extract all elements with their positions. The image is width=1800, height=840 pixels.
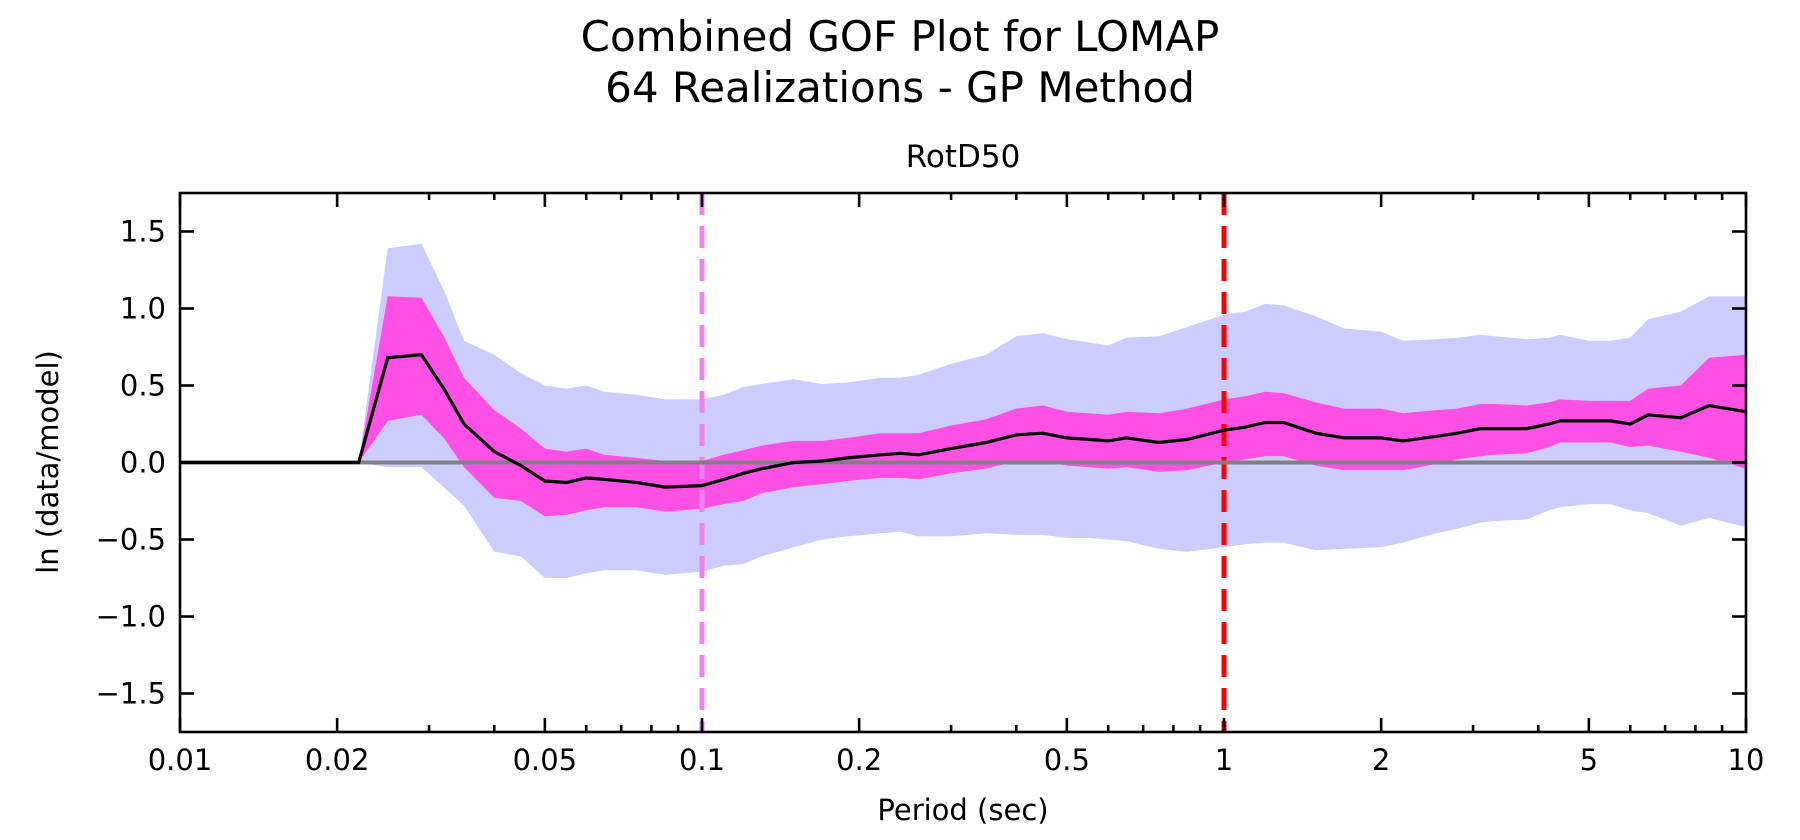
plot-area <box>180 193 1746 732</box>
x-tick-label: 0.05 <box>513 743 578 777</box>
y-tick-label: 1.5 <box>120 215 166 249</box>
x-tick-label: 0.02 <box>305 743 370 777</box>
x-axis-label: Period (sec) <box>877 793 1048 827</box>
y-tick-label: −1.0 <box>96 600 166 634</box>
y-tick-label: 0.0 <box>120 446 166 480</box>
y-tick-labels: −1.5 −1.0 −0.5 0.0 0.5 1.0 1.5 <box>96 215 166 711</box>
axes-frame <box>178 191 1748 734</box>
y-tick-label: −1.5 <box>96 677 166 711</box>
x-tick-label: 5 <box>1580 743 1598 777</box>
x-tick-labels: 0.01 0.02 0.05 0.1 0.2 0.5 1 2 5 10 <box>148 743 1765 777</box>
x-tick-label: 2 <box>1372 743 1390 777</box>
y-tick-label: −0.5 <box>96 523 166 557</box>
figure-title-line-2: 64 Realizations - GP Method <box>605 63 1195 112</box>
x-tick-label: 10 <box>1728 743 1765 777</box>
x-tick-label: 0.01 <box>148 743 213 777</box>
figure-title-line-1: Combined GOF Plot for LOMAP <box>581 12 1220 61</box>
x-tick-label: 0.5 <box>1044 743 1090 777</box>
y-axis-label: ln (data/model) <box>31 350 65 574</box>
y-tick-label: 1.0 <box>120 292 166 326</box>
y-tick-label: 0.5 <box>120 369 166 403</box>
axes-title: RotD50 <box>906 139 1021 175</box>
x-tick-label: 1 <box>1215 743 1233 777</box>
x-tick-label: 0.2 <box>836 743 882 777</box>
mean-bias-line <box>180 353 1746 489</box>
x-tick-label: 0.1 <box>679 743 725 777</box>
